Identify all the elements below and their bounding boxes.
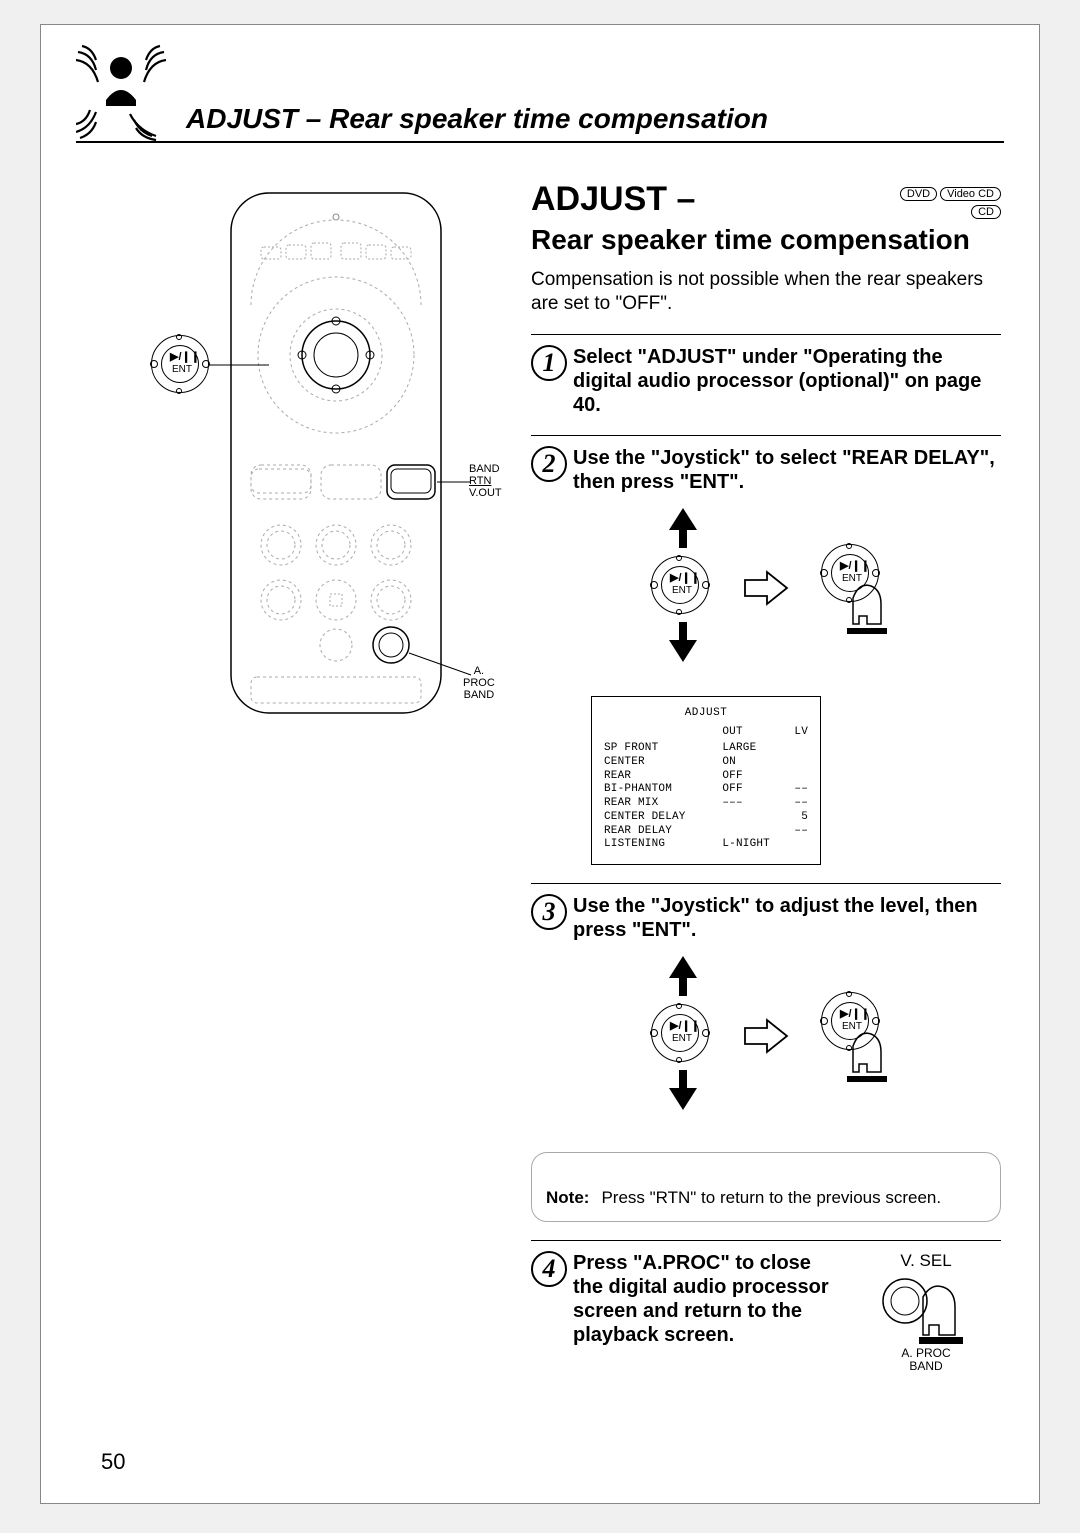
step-number-1: 1 [531, 345, 567, 381]
band2-label: BAND [463, 689, 495, 701]
arrow-down-icon [669, 1088, 697, 1110]
menu-head-out: OUT [714, 726, 789, 742]
aproc-button-illustration: V. SEL A. PROC BAND [851, 1251, 1001, 1372]
badge-dvd: DVD [900, 187, 937, 201]
ent-callout: ▶/❙❙ ENT [151, 335, 209, 398]
arrow-up-icon [669, 508, 697, 530]
menu-row: REAROFF [604, 770, 808, 784]
remote-illustration: ▶/❙❙ ENT BAND RTN V.OUT A. PROC BAND [151, 185, 491, 725]
aproc-band-label: A. PROC BAND [463, 665, 495, 701]
note-text: Press "RTN" to return to the previous sc… [601, 1187, 941, 1209]
menu-row: REAR MIX––––– [604, 797, 808, 811]
arrow-down-icon [669, 640, 697, 662]
play-pause-icon: ▶/❙❙ [170, 350, 200, 363]
ent-label: ENT [672, 585, 692, 596]
step-1: 1 Select "ADJUST" under "Operating the d… [531, 334, 1001, 417]
badge-cd: CD [971, 205, 1001, 219]
press-ent-icon: ▶/❙❙ ENT [821, 992, 889, 1082]
section-title-sub: Rear speaker time compensation [531, 224, 970, 255]
arrow-right-icon [743, 570, 791, 606]
step-3-text: Use the "Joystick" to adjust the level, … [573, 894, 1001, 942]
play-pause-icon: ▶/❙❙ [840, 559, 870, 572]
joystick-diagram-1: ▶/❙❙ ENT ▶/❙❙ ENT [531, 508, 1001, 678]
menu-row: CENTER DELAY5 [604, 811, 808, 825]
section-title-main: ADJUST – [531, 180, 695, 218]
ent-knob-diagram: ▶/❙❙ ENT [651, 556, 709, 619]
aproc-label: A. PROC [463, 665, 495, 689]
step-4-text: Press "A.PROC" to close the digital audi… [573, 1251, 845, 1372]
step-2-text: Use the "Joystick" to select "REAR DELAY… [573, 446, 1001, 494]
ent-knob-diagram: ▶/❙❙ ENT [651, 1004, 709, 1067]
menu-table: OUT LV SP FRONTLARGECENTERONREAROFFBI-PH… [604, 726, 808, 852]
step-number-2: 2 [531, 446, 567, 482]
media-badges: DVDVideo CD CD [897, 186, 1001, 219]
page-number: 50 [101, 1449, 125, 1475]
badge-videocd: Video CD [940, 187, 1001, 201]
play-pause-icon: ▶/❙❙ [670, 1019, 700, 1032]
step-4: 4 Press "A.PROC" to close the digital au… [531, 1240, 1001, 1372]
play-pause-icon: ▶/❙❙ [840, 1007, 870, 1020]
band-rtn-vout-label: BAND RTN V.OUT [469, 463, 502, 499]
vout-label: V.OUT [469, 487, 502, 499]
menu-row: CENTERON [604, 756, 808, 770]
manual-page: ADJUST – Rear speaker time compensation [40, 24, 1040, 1504]
vsel-label: V. SEL [851, 1251, 1001, 1271]
header-rule [76, 141, 1004, 143]
arrow-right-icon [743, 1018, 791, 1054]
step-number-4: 4 [531, 1251, 567, 1287]
rtn-label: RTN [469, 475, 502, 487]
instruction-column: DVDVideo CD CD ADJUST – Rear speaker tim… [531, 180, 1001, 1372]
ent-label: ENT [172, 364, 192, 375]
menu-row: LISTENINGL-NIGHT [604, 838, 808, 852]
step-1-text: Select "ADJUST" under "Operating the dig… [573, 345, 1001, 417]
band-label: BAND [469, 463, 502, 475]
arrow-up-icon [669, 956, 697, 978]
menu-row: SP FRONTLARGE [604, 742, 808, 756]
press-ent-icon: ▶/❙❙ ENT [821, 544, 889, 634]
menu-head-lv: LV [790, 726, 808, 742]
step-number-3: 3 [531, 894, 567, 930]
play-pause-icon: ▶/❙❙ [670, 571, 700, 584]
note-label: Note: [546, 1187, 589, 1209]
step-3: 3 Use the "Joystick" to adjust the level… [531, 883, 1001, 942]
menu-title: ADJUST [604, 707, 808, 721]
ent-label: ENT [672, 1033, 692, 1044]
menu-row: BI-PHANTOMOFF–– [604, 783, 808, 797]
step-2: 2 Use the "Joystick" to select "REAR DEL… [531, 435, 1001, 494]
menu-row: REAR DELAY–– [604, 825, 808, 839]
intro-text: Compensation is not possible when the re… [531, 268, 1001, 316]
page-header-title: ADJUST – Rear speaker time compensation [186, 103, 768, 135]
adjust-menu-display: ADJUST OUT LV SP FRONTLARGECENTERONREARO… [591, 696, 821, 866]
note-box: Note: Press "RTN" to return to the previ… [531, 1152, 1001, 1222]
category-icons [76, 40, 166, 150]
joystick-diagram-2: ▶/❙❙ ENT ▶/❙❙ ENT [531, 956, 1001, 1126]
